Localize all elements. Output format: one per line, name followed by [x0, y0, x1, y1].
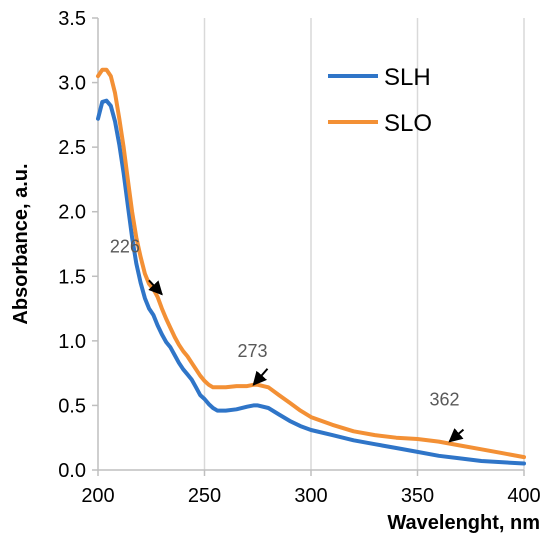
- y-tick-label: 2.0: [58, 202, 86, 224]
- annotations: 226 273 362: [110, 236, 465, 443]
- legend: SLH SLO: [328, 64, 432, 137]
- tick-labels: 0.0 0.5 1.0 1.5 2.0 2.5 3.0 3.5 200 250 300 350 400: [58, 8, 541, 507]
- annotation-arrow: [448, 428, 465, 443]
- x-tick-label: 200: [81, 485, 114, 507]
- y-tick-label: 3.5: [58, 8, 86, 30]
- y-axis-title: Absorbance, a.u.: [10, 163, 32, 324]
- legend-label-slo: SLO: [384, 110, 432, 137]
- x-tick-label: 300: [294, 485, 327, 507]
- series-line-slh: [96, 98, 526, 466]
- gridlines: [203, 18, 525, 470]
- y-tick-label: 2.5: [58, 137, 86, 159]
- y-tick-label: 0.0: [58, 460, 86, 482]
- annotation-arrow: [252, 368, 269, 386]
- annotation-label: 226: [110, 236, 140, 256]
- x-tick-label: 350: [401, 485, 434, 507]
- x-axis-title: Wavelenght, nm: [387, 512, 540, 534]
- annotation-label: 362: [429, 390, 459, 410]
- series-line-slo: [96, 67, 526, 460]
- annotation-label: 273: [237, 341, 267, 361]
- series-lines: [96, 67, 526, 466]
- x-tick-label: 250: [188, 485, 221, 507]
- axes: [92, 17, 525, 476]
- annotation-arrow: [148, 279, 163, 296]
- y-tick-label: 3.0: [58, 73, 86, 95]
- legend-label-slh: SLH: [384, 64, 431, 91]
- y-tick-label: 1.5: [58, 266, 86, 288]
- x-tick-label: 400: [507, 485, 540, 507]
- y-tick-label: 0.5: [58, 395, 86, 417]
- y-tick-label: 1.0: [58, 331, 86, 353]
